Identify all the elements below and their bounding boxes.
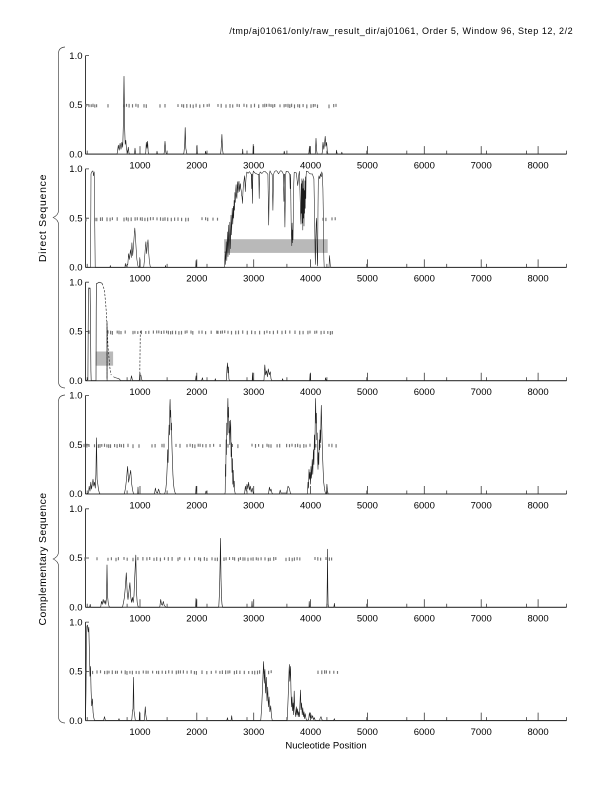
svg-text:8000: 8000 (528, 274, 549, 285)
svg-text:1.0: 1.0 (69, 51, 82, 62)
svg-text:1000: 1000 (129, 614, 150, 625)
svg-text:6000: 6000 (414, 387, 435, 398)
svg-text:1.0: 1.0 (69, 164, 82, 175)
svg-text:8000: 8000 (528, 500, 549, 511)
svg-text:2000: 2000 (186, 727, 207, 738)
svg-text:4000: 4000 (300, 500, 321, 511)
svg-text:0.0: 0.0 (69, 376, 82, 387)
svg-text:6000: 6000 (414, 274, 435, 285)
svg-text:4000: 4000 (300, 614, 321, 625)
svg-text:7000: 7000 (471, 387, 492, 398)
svg-text:8000: 8000 (528, 160, 549, 171)
svg-text:Direct Sequence: Direct Sequence (37, 174, 49, 262)
svg-text:0.0: 0.0 (69, 263, 82, 274)
svg-text:Nucleotide Position: Nucleotide Position (285, 741, 366, 752)
svg-text:1000: 1000 (129, 727, 150, 738)
svg-text:1000: 1000 (129, 160, 150, 171)
svg-text:5000: 5000 (357, 500, 378, 511)
svg-text:0.0: 0.0 (69, 149, 82, 160)
svg-text:1.0: 1.0 (69, 504, 82, 515)
svg-text:4000: 4000 (300, 274, 321, 285)
svg-text:5000: 5000 (357, 614, 378, 625)
svg-text:0.5: 0.5 (69, 667, 82, 678)
svg-text:0.5: 0.5 (69, 553, 82, 564)
svg-text:Complementary Sequence: Complementary Sequence (37, 493, 49, 626)
svg-text:0.5: 0.5 (69, 213, 82, 224)
svg-text:2000: 2000 (186, 160, 207, 171)
svg-text:2000: 2000 (186, 387, 207, 398)
svg-text:2000: 2000 (186, 614, 207, 625)
svg-text:8000: 8000 (528, 614, 549, 625)
svg-text:6000: 6000 (414, 727, 435, 738)
svg-text:3000: 3000 (243, 160, 264, 171)
svg-text:0.5: 0.5 (69, 100, 82, 111)
svg-text:1.0: 1.0 (69, 391, 82, 402)
svg-text:/tmp/aj01061/only/raw_result_d: /tmp/aj01061/only/raw_result_dir/aj01061… (229, 26, 573, 36)
svg-text:1.0: 1.0 (69, 277, 82, 288)
svg-text:4000: 4000 (300, 160, 321, 171)
svg-text:8000: 8000 (528, 727, 549, 738)
svg-text:6000: 6000 (414, 614, 435, 625)
svg-text:7000: 7000 (471, 500, 492, 511)
svg-text:7000: 7000 (471, 727, 492, 738)
svg-text:0.0: 0.0 (69, 489, 82, 500)
svg-text:6000: 6000 (414, 160, 435, 171)
svg-text:4000: 4000 (300, 387, 321, 398)
svg-text:5000: 5000 (357, 274, 378, 285)
svg-text:5000: 5000 (357, 727, 378, 738)
svg-text:6000: 6000 (414, 500, 435, 511)
svg-text:7000: 7000 (471, 274, 492, 285)
svg-text:1.0: 1.0 (69, 617, 82, 628)
svg-text:0.0: 0.0 (69, 603, 82, 614)
svg-text:3000: 3000 (243, 727, 264, 738)
svg-text:0.5: 0.5 (69, 327, 82, 338)
svg-text:4000: 4000 (300, 727, 321, 738)
svg-text:3000: 3000 (243, 387, 264, 398)
svg-text:0.5: 0.5 (69, 440, 82, 451)
svg-text:2000: 2000 (186, 274, 207, 285)
svg-text:7000: 7000 (471, 614, 492, 625)
svg-text:8000: 8000 (528, 387, 549, 398)
svg-text:3000: 3000 (243, 274, 264, 285)
svg-text:1000: 1000 (129, 274, 150, 285)
svg-text:1000: 1000 (129, 500, 150, 511)
svg-text:5000: 5000 (357, 387, 378, 398)
svg-text:2000: 2000 (186, 500, 207, 511)
svg-text:5000: 5000 (357, 160, 378, 171)
svg-text:3000: 3000 (243, 500, 264, 511)
svg-text:0.0: 0.0 (69, 716, 82, 727)
svg-text:3000: 3000 (243, 614, 264, 625)
svg-text:1000: 1000 (129, 387, 150, 398)
svg-text:7000: 7000 (471, 160, 492, 171)
